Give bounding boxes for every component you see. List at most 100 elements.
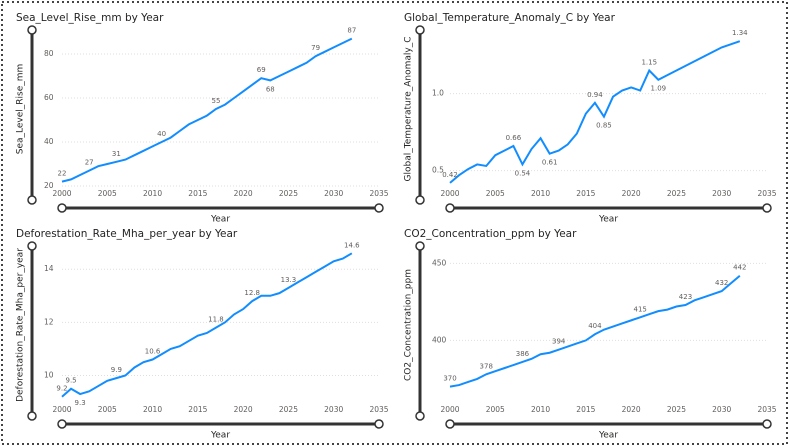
y-tick-label: 450 (432, 258, 447, 267)
data-label: 68 (266, 85, 275, 93)
data-label: 11.8 (208, 316, 224, 324)
y-axis-title: CO2_Concentration_ppm (404, 269, 414, 381)
x-tick-label: 2005 (486, 405, 505, 414)
data-label: 442 (733, 264, 746, 272)
y-tick-label: 1.0 (432, 89, 444, 98)
x-zoom-handle[interactable] (374, 203, 384, 213)
x-tick-label: 2030 (712, 189, 731, 198)
x-tick-label: 2000 (440, 189, 459, 198)
x-tick-label: 2020 (234, 189, 253, 198)
data-label: 10.6 (145, 348, 161, 356)
x-tick-label: 2000 (52, 189, 71, 198)
data-label: 432 (715, 279, 728, 287)
x-tick-label: 2020 (234, 405, 253, 414)
x-tick-label: 2015 (576, 405, 595, 414)
data-label: 423 (679, 293, 692, 301)
y-zoom-handle[interactable] (415, 25, 425, 35)
y-axis-title: Deforestation_Rate_Mha_per_year (16, 248, 26, 402)
x-zoom-handle[interactable] (445, 203, 455, 213)
data-label: 0.42 (442, 171, 458, 179)
data-label: 0.54 (515, 169, 531, 177)
x-tick-label: 2030 (324, 405, 343, 414)
y-zoom-handle[interactable] (27, 195, 37, 205)
x-tick-label: 2030 (324, 189, 343, 198)
y-zoom-handle[interactable] (27, 25, 37, 35)
data-label: 27 (85, 159, 94, 167)
x-tick-label: 2010 (531, 405, 550, 414)
data-label: 404 (588, 322, 602, 330)
y-tick-label: 0.5 (432, 166, 444, 175)
x-tick-label: 2035 (757, 189, 776, 198)
data-label: 55 (212, 97, 221, 105)
data-label: 13.3 (281, 276, 297, 284)
y-tick-label: 60 (44, 93, 54, 102)
data-label: 415 (634, 305, 647, 313)
x-zoom-handle[interactable] (57, 419, 67, 429)
data-line (61, 37, 353, 183)
x-zoom-handle[interactable] (57, 203, 67, 213)
x-zoom-handle[interactable] (374, 419, 384, 429)
data-label: 9.5 (65, 377, 76, 385)
x-tick-label: 2030 (712, 405, 731, 414)
y-zoom-handle[interactable] (27, 241, 37, 251)
data-label: 1.09 (651, 85, 667, 93)
x-tick-label: 2035 (369, 405, 388, 414)
chart-title: Global_Temperature_Anomaly_C by Year (404, 12, 616, 24)
x-tick-label: 2035 (757, 405, 776, 414)
x-tick-label: 2025 (279, 189, 298, 198)
data-label: 9.3 (75, 399, 86, 407)
y-tick-label: 10 (44, 370, 54, 379)
data-label: 69 (257, 66, 266, 74)
x-axis-title: Year (210, 215, 230, 225)
data-label: 370 (443, 375, 456, 383)
x-tick-label: 2010 (531, 189, 550, 198)
x-zoom-handle[interactable] (445, 419, 455, 429)
chart-title: CO2_Concentration_ppm by Year (404, 228, 577, 240)
x-tick-label: 2005 (98, 405, 117, 414)
x-tick-label: 2025 (667, 405, 686, 414)
chart-title: Sea_Level_Rise_mm by Year (16, 12, 164, 24)
data-label: 1.34 (732, 29, 748, 37)
x-tick-label: 2005 (98, 189, 117, 198)
data-label: 394 (552, 338, 566, 346)
y-tick-label: 80 (44, 49, 54, 58)
y-zoom-handle[interactable] (415, 195, 425, 205)
x-tick-label: 2020 (622, 189, 641, 198)
x-axis-title: Year (598, 215, 618, 225)
data-line (449, 274, 741, 388)
data-label: 22 (58, 170, 67, 178)
x-zoom-handle[interactable] (762, 203, 772, 213)
x-tick-label: 2025 (667, 189, 686, 198)
data-line (449, 40, 741, 184)
data-label: 31 (112, 150, 121, 158)
data-label: 14.6 (344, 241, 360, 249)
y-axis-title: Sea_Level_Rise_mm (16, 64, 26, 155)
x-tick-label: 2010 (143, 405, 162, 414)
x-axis-title: Year (210, 431, 230, 441)
x-tick-label: 2015 (188, 405, 207, 414)
data-label: 79 (311, 44, 320, 52)
x-tick-label: 2015 (576, 189, 595, 198)
chart-title: Deforestation_Rate_Mha_per_year by Year (16, 228, 238, 240)
y-tick-label: 400 (432, 335, 447, 344)
y-zoom-handle[interactable] (415, 241, 425, 251)
y-tick-label: 14 (44, 264, 54, 273)
x-zoom-handle[interactable] (762, 419, 772, 429)
data-label: 0.61 (542, 159, 558, 167)
x-tick-label: 2015 (188, 189, 207, 198)
y-zoom-handle[interactable] (415, 411, 425, 421)
data-label: 40 (157, 130, 166, 138)
data-label: 386 (516, 350, 530, 358)
data-label: 0.94 (587, 91, 603, 99)
data-label: 0.66 (506, 134, 522, 142)
x-tick-label: 2005 (486, 189, 505, 198)
x-tick-label: 2020 (622, 405, 641, 414)
y-tick-label: 12 (44, 317, 54, 326)
data-label: 9.9 (111, 366, 122, 374)
y-axis-title: Global_Temperature_Anomaly_C (404, 37, 414, 182)
data-line (61, 252, 353, 398)
x-tick-label: 2000 (440, 405, 459, 414)
y-zoom-handle[interactable] (27, 411, 37, 421)
